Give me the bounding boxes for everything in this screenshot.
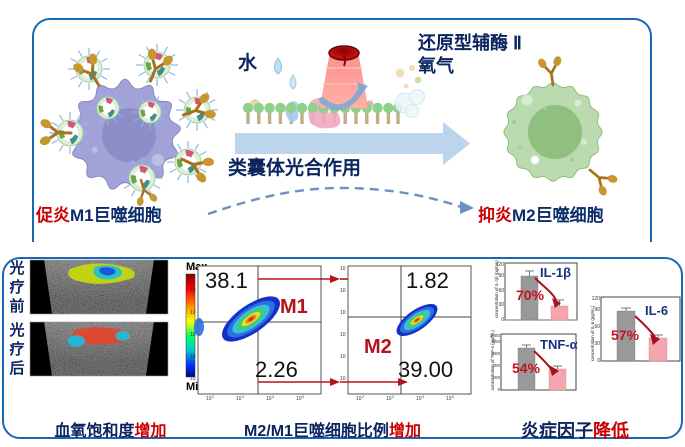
svg-text:70%: 70% [516,287,545,303]
svg-text:400: 400 [492,363,500,368]
svg-text:200: 200 [492,375,500,380]
svg-text:0: 0 [597,358,600,364]
svg-text:0: 0 [501,317,504,323]
svg-text:60: 60 [498,288,504,294]
svg-text:TNF-α: TNF-α [540,337,578,352]
svg-text:600: 600 [492,351,500,356]
svg-text:57%: 57% [611,327,640,343]
svg-text:1000: 1000 [490,333,501,338]
svg-text:0: 0 [497,387,500,392]
svg-text:90: 90 [498,273,504,279]
svg-text:IL-1β: IL-1β [540,265,571,280]
svg-text:30: 30 [498,302,504,308]
svg-text:30: 30 [594,341,600,347]
svg-text:54%: 54% [512,360,541,376]
svg-text:IL-6: IL-6 [645,303,668,318]
svg-text:90: 90 [594,307,600,313]
svg-text:120: 120 [496,262,505,268]
svg-text:concentration of IL-6 (pg/mL): concentration of IL-6 (pg/mL) [590,305,595,361]
svg-text:120: 120 [592,296,601,302]
svg-text:60: 60 [594,324,600,330]
svg-text:800: 800 [492,339,500,344]
